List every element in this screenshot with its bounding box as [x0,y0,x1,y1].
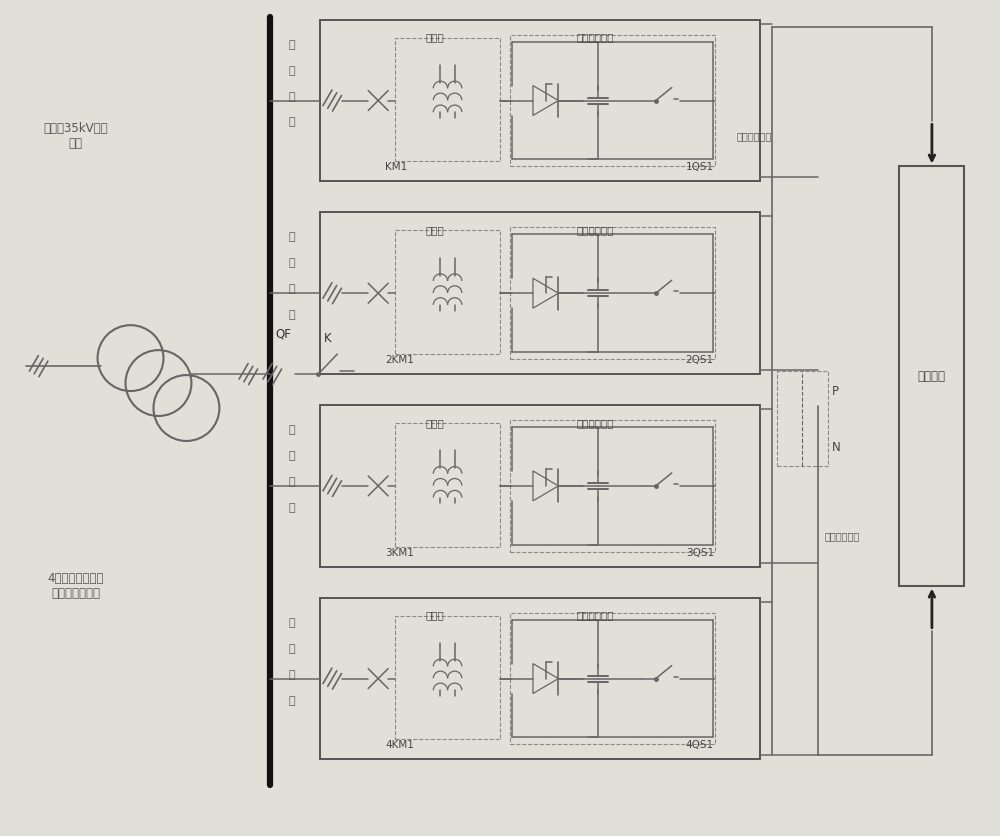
Text: 第: 第 [289,425,296,435]
Text: 2KM1: 2KM1 [385,355,414,365]
Text: 2QS1: 2QS1 [686,355,714,365]
Text: 电压源换流器: 电压源换流器 [576,226,614,235]
Text: 3KM1: 3KM1 [385,548,414,558]
Text: K: K [323,332,331,344]
Text: 直流母排正极: 直流母排正极 [736,131,771,141]
Text: 第: 第 [289,232,296,242]
Text: 电压源换流器: 电压源换流器 [576,33,614,43]
Bar [510,34,715,166]
Bar [510,613,715,744]
Bar [320,598,760,759]
Text: 直流母排负极: 直流母排负极 [825,531,860,541]
Text: 变压器: 变压器 [426,226,444,235]
Bar [395,38,500,161]
Text: 4KM1: 4KM1 [385,741,414,751]
Bar [777,371,828,466]
Text: N: N [832,441,840,455]
Bar [510,227,715,359]
Text: 一: 一 [289,65,296,75]
Text: P: P [832,385,839,398]
Text: 4QS1: 4QS1 [686,741,714,751]
Text: 4台中频车并联构
成整车融冰装置: 4台中频车并联构 成整车融冰装置 [47,572,104,599]
Bar [395,615,500,740]
Text: 变压器: 变压器 [426,610,444,620]
Text: 第: 第 [289,39,296,49]
Text: 二: 二 [289,258,296,268]
Text: 变电站35kV交流
母线: 变电站35kV交流 母线 [43,122,108,150]
Text: 变压器: 变压器 [426,418,444,428]
Text: 第: 第 [289,618,296,628]
Text: 四: 四 [289,644,296,654]
Text: 台: 台 [289,91,296,101]
Bar [395,230,500,354]
Text: QF: QF [275,328,291,340]
Bar [320,405,760,567]
Bar [899,166,964,586]
Text: 被融导线: 被融导线 [918,370,946,383]
Bar [320,212,760,374]
Text: 车: 车 [289,502,296,512]
Text: 车: 车 [289,696,296,706]
Text: 台: 台 [289,670,296,680]
Text: KM1: KM1 [385,162,407,172]
Text: 电压源换流器: 电压源换流器 [576,610,614,620]
Text: 车: 车 [289,310,296,320]
Text: 台: 台 [289,477,296,487]
Text: 电压源换流器: 电压源换流器 [576,418,614,428]
Bar [510,420,715,552]
Text: 台: 台 [289,284,296,294]
Bar [320,20,760,181]
Text: 变压器: 变压器 [426,33,444,43]
Text: 3QS1: 3QS1 [686,548,714,558]
Text: 三: 三 [289,451,296,461]
Bar [395,423,500,547]
Text: 车: 车 [289,118,296,128]
Text: 1QS1: 1QS1 [686,162,714,172]
